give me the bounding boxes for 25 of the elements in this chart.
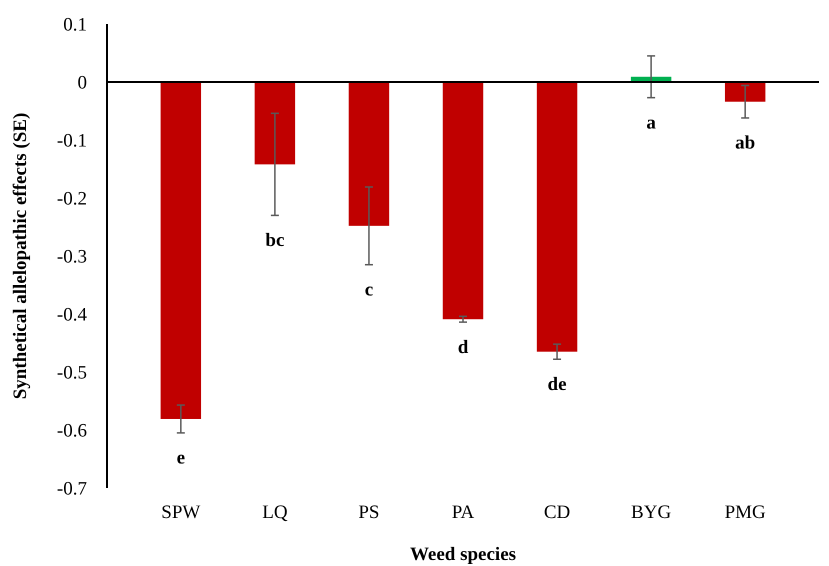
y-tick-label: 0.1: [63, 14, 87, 36]
annotation: ab: [735, 132, 756, 154]
y-tick-label: -0.2: [56, 188, 87, 210]
annotation: bc: [265, 230, 284, 252]
annotation: c: [364, 279, 374, 300]
annotation: d: [458, 336, 469, 358]
y-tick-label: -0.4: [56, 304, 88, 326]
x-tick-label: CD: [544, 502, 570, 523]
x-tick-label: BYG: [631, 502, 672, 523]
x-tick-label: SPW: [161, 502, 200, 523]
x-tick-label: PMG: [724, 502, 766, 523]
x-tick-label: PA: [452, 502, 475, 523]
x-tick-label: LQ: [262, 502, 288, 523]
y-tick-label: -0.1: [56, 130, 87, 152]
y-tick-label: -0.7: [56, 478, 87, 500]
y-tick-label: -0.6: [56, 420, 87, 442]
y-tick-label: 0: [78, 72, 87, 94]
y-axis-title: Synthetical allelopathic effects (SE): [10, 112, 31, 400]
annotation: a: [646, 112, 656, 134]
x-axis-title: Weed species: [410, 544, 516, 565]
annotation: e: [176, 448, 186, 469]
x-tick-label: PS: [358, 502, 380, 523]
annotation: de: [548, 374, 567, 395]
y-tick-label: -0.5: [56, 362, 87, 384]
y-tick-label: -0.3: [56, 246, 87, 268]
